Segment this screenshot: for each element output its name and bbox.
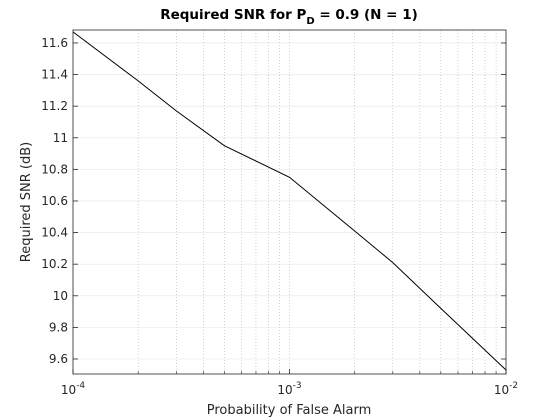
x-tick-exponent: -3 bbox=[293, 381, 302, 391]
y-tick-label: 11.4 bbox=[41, 68, 68, 82]
y-tick-label: 11 bbox=[53, 131, 68, 145]
chart-title: Required SNR for PD = 0.9 (N = 1) bbox=[160, 7, 418, 27]
y-tick-label: 9.6 bbox=[49, 352, 68, 366]
x-axis-label: Probability of False Alarm bbox=[207, 403, 372, 418]
title-main: Required SNR for P bbox=[160, 7, 306, 23]
y-tick-label: 11.6 bbox=[41, 36, 68, 50]
title-subscript: D bbox=[306, 16, 314, 27]
y-tick-label: 10.2 bbox=[41, 257, 68, 271]
x-tick-label: 10-2 bbox=[494, 381, 518, 397]
y-axis-label: Required SNR (dB) bbox=[19, 142, 34, 262]
y-tick-label: 10 bbox=[53, 289, 68, 303]
ticks: 10-4 10-3 10-29.69.81010.210.410.610.81111… bbox=[41, 36, 518, 397]
y-tick-label: 11.2 bbox=[41, 99, 68, 113]
y-tick-label: 9.8 bbox=[49, 320, 68, 334]
y-tick-label: 10.8 bbox=[41, 162, 68, 176]
x-tick-label: 10-3 bbox=[277, 381, 301, 397]
data-line bbox=[72, 31, 507, 371]
y-tick-label: 10.4 bbox=[41, 226, 68, 240]
x-tick-base: 10 bbox=[61, 383, 76, 397]
title-rest: = 0.9 (N = 1) bbox=[315, 7, 418, 23]
x-tick-exponent: -4 bbox=[76, 381, 85, 391]
x-tick-exponent: -2 bbox=[509, 381, 518, 391]
x-tick-label: 10-4 bbox=[61, 381, 86, 397]
marks bbox=[72, 31, 507, 371]
x-tick-base: 10 bbox=[277, 383, 292, 397]
x-tick-base: 10 bbox=[494, 383, 509, 397]
y-tick-label: 10.6 bbox=[41, 194, 68, 208]
